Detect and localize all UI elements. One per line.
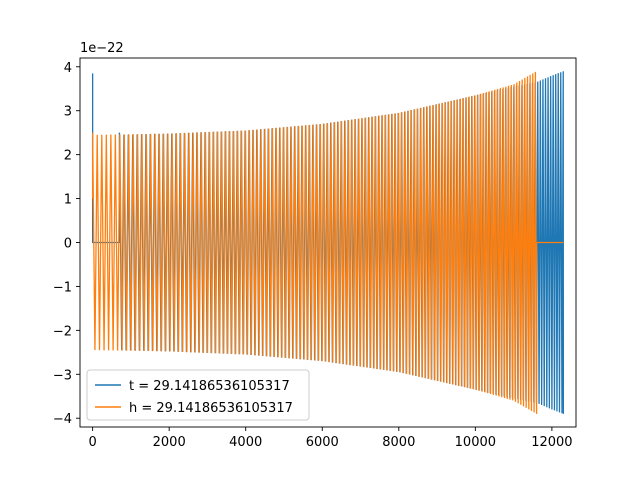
y-tick-label: −4 xyxy=(53,412,72,427)
plot-area xyxy=(91,71,565,414)
x-tick-label: 8000 xyxy=(382,435,415,450)
legend-box xyxy=(86,369,310,421)
y-tick-label: 4 xyxy=(64,61,72,76)
x-tick-label: 12000 xyxy=(531,435,572,450)
y-tick-label: 3 xyxy=(64,105,72,120)
x-tick-label: 6000 xyxy=(306,435,339,450)
series-line-h xyxy=(91,71,564,414)
y-tick-label: 1 xyxy=(64,193,72,208)
legend-label: t = 29.14186536105317 xyxy=(129,379,290,394)
x-tick-label: 2000 xyxy=(153,435,186,450)
y-tick-label: −2 xyxy=(53,324,72,339)
y-axis-offset-label: 1e−22 xyxy=(80,41,124,56)
x-tick-label: 0 xyxy=(88,435,96,450)
axes: 0 2000 4000 6000 8000 10000 12000 −4 −3 −2 −1 0 1 2 3 4 xyxy=(53,57,577,450)
legend: t = 29.14186536105317 h = 29.141865361053… xyxy=(86,369,310,421)
y-tick-label: −1 xyxy=(53,280,72,295)
legend-label: h = 29.14186536105317 xyxy=(129,401,293,416)
y-tick-label: −3 xyxy=(53,368,72,383)
series-group xyxy=(91,71,565,414)
x-tick-label: 4000 xyxy=(229,435,262,450)
y-tick-label: 0 xyxy=(64,237,72,252)
y-tick-label: 2 xyxy=(64,149,72,164)
x-tick-label: 10000 xyxy=(455,435,496,450)
